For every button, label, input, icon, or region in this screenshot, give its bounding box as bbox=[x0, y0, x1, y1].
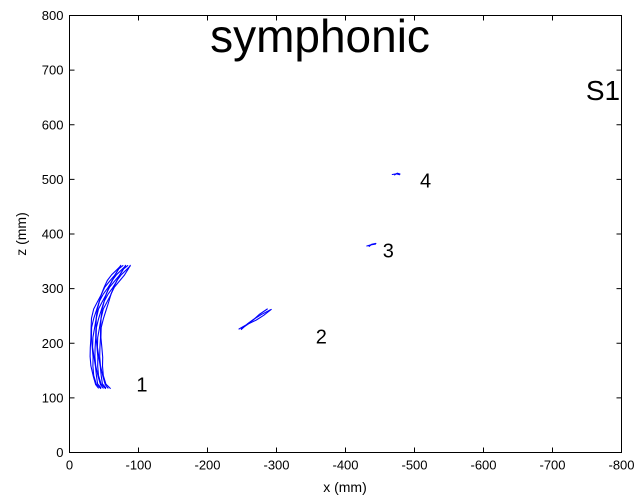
panel-label: S1 bbox=[586, 75, 620, 106]
trajectory-line bbox=[95, 264, 127, 390]
y-tick-label: 800 bbox=[42, 8, 64, 23]
trajectory-line bbox=[100, 264, 131, 389]
x-tick-label: -400 bbox=[332, 458, 358, 473]
y-tick-label: 200 bbox=[42, 336, 64, 351]
x-axis-label: x (mm) bbox=[323, 479, 367, 495]
x-tick-label: -800 bbox=[608, 458, 634, 473]
y-tick-label: 100 bbox=[42, 390, 64, 405]
y-tick-label: 600 bbox=[42, 117, 64, 132]
x-tick-label: -600 bbox=[470, 458, 496, 473]
x-tick-label: -500 bbox=[401, 458, 427, 473]
trajectory-line bbox=[99, 265, 131, 389]
x-tick-label: -300 bbox=[263, 458, 289, 473]
y-tick-label: 500 bbox=[42, 172, 64, 187]
trajectory-line bbox=[368, 242, 377, 247]
y-axis-label: z (mm) bbox=[13, 212, 29, 256]
trajectory-line bbox=[94, 265, 126, 389]
y-tick-label: 700 bbox=[42, 63, 64, 78]
trajectory-line bbox=[90, 264, 122, 390]
x-tick-label: -100 bbox=[125, 458, 151, 473]
plot-frame bbox=[69, 15, 622, 453]
y-tick-label: 0 bbox=[56, 445, 63, 460]
x-tick-label: 0 bbox=[66, 458, 73, 473]
trajectory-segment-4 bbox=[391, 172, 401, 176]
trajectory-line bbox=[89, 265, 122, 389]
segment-label: 4 bbox=[420, 171, 431, 193]
segment-label: 1 bbox=[136, 374, 147, 396]
x-tick-label: -700 bbox=[539, 458, 565, 473]
x-tick-label: -200 bbox=[194, 458, 220, 473]
trajectory-segment-2 bbox=[238, 308, 272, 331]
trajectory-line bbox=[394, 172, 401, 176]
trajectory-segment-1 bbox=[89, 264, 131, 390]
y-tick-label: 300 bbox=[42, 281, 64, 296]
chart-title: symphonic bbox=[210, 10, 430, 62]
y-tick-label: 400 bbox=[42, 227, 64, 242]
segment-label: 2 bbox=[316, 326, 327, 348]
segment-label: 3 bbox=[383, 240, 394, 262]
trajectory-line bbox=[240, 309, 271, 331]
trajectory-line bbox=[240, 308, 272, 330]
trajectory-segment-3 bbox=[366, 242, 377, 247]
